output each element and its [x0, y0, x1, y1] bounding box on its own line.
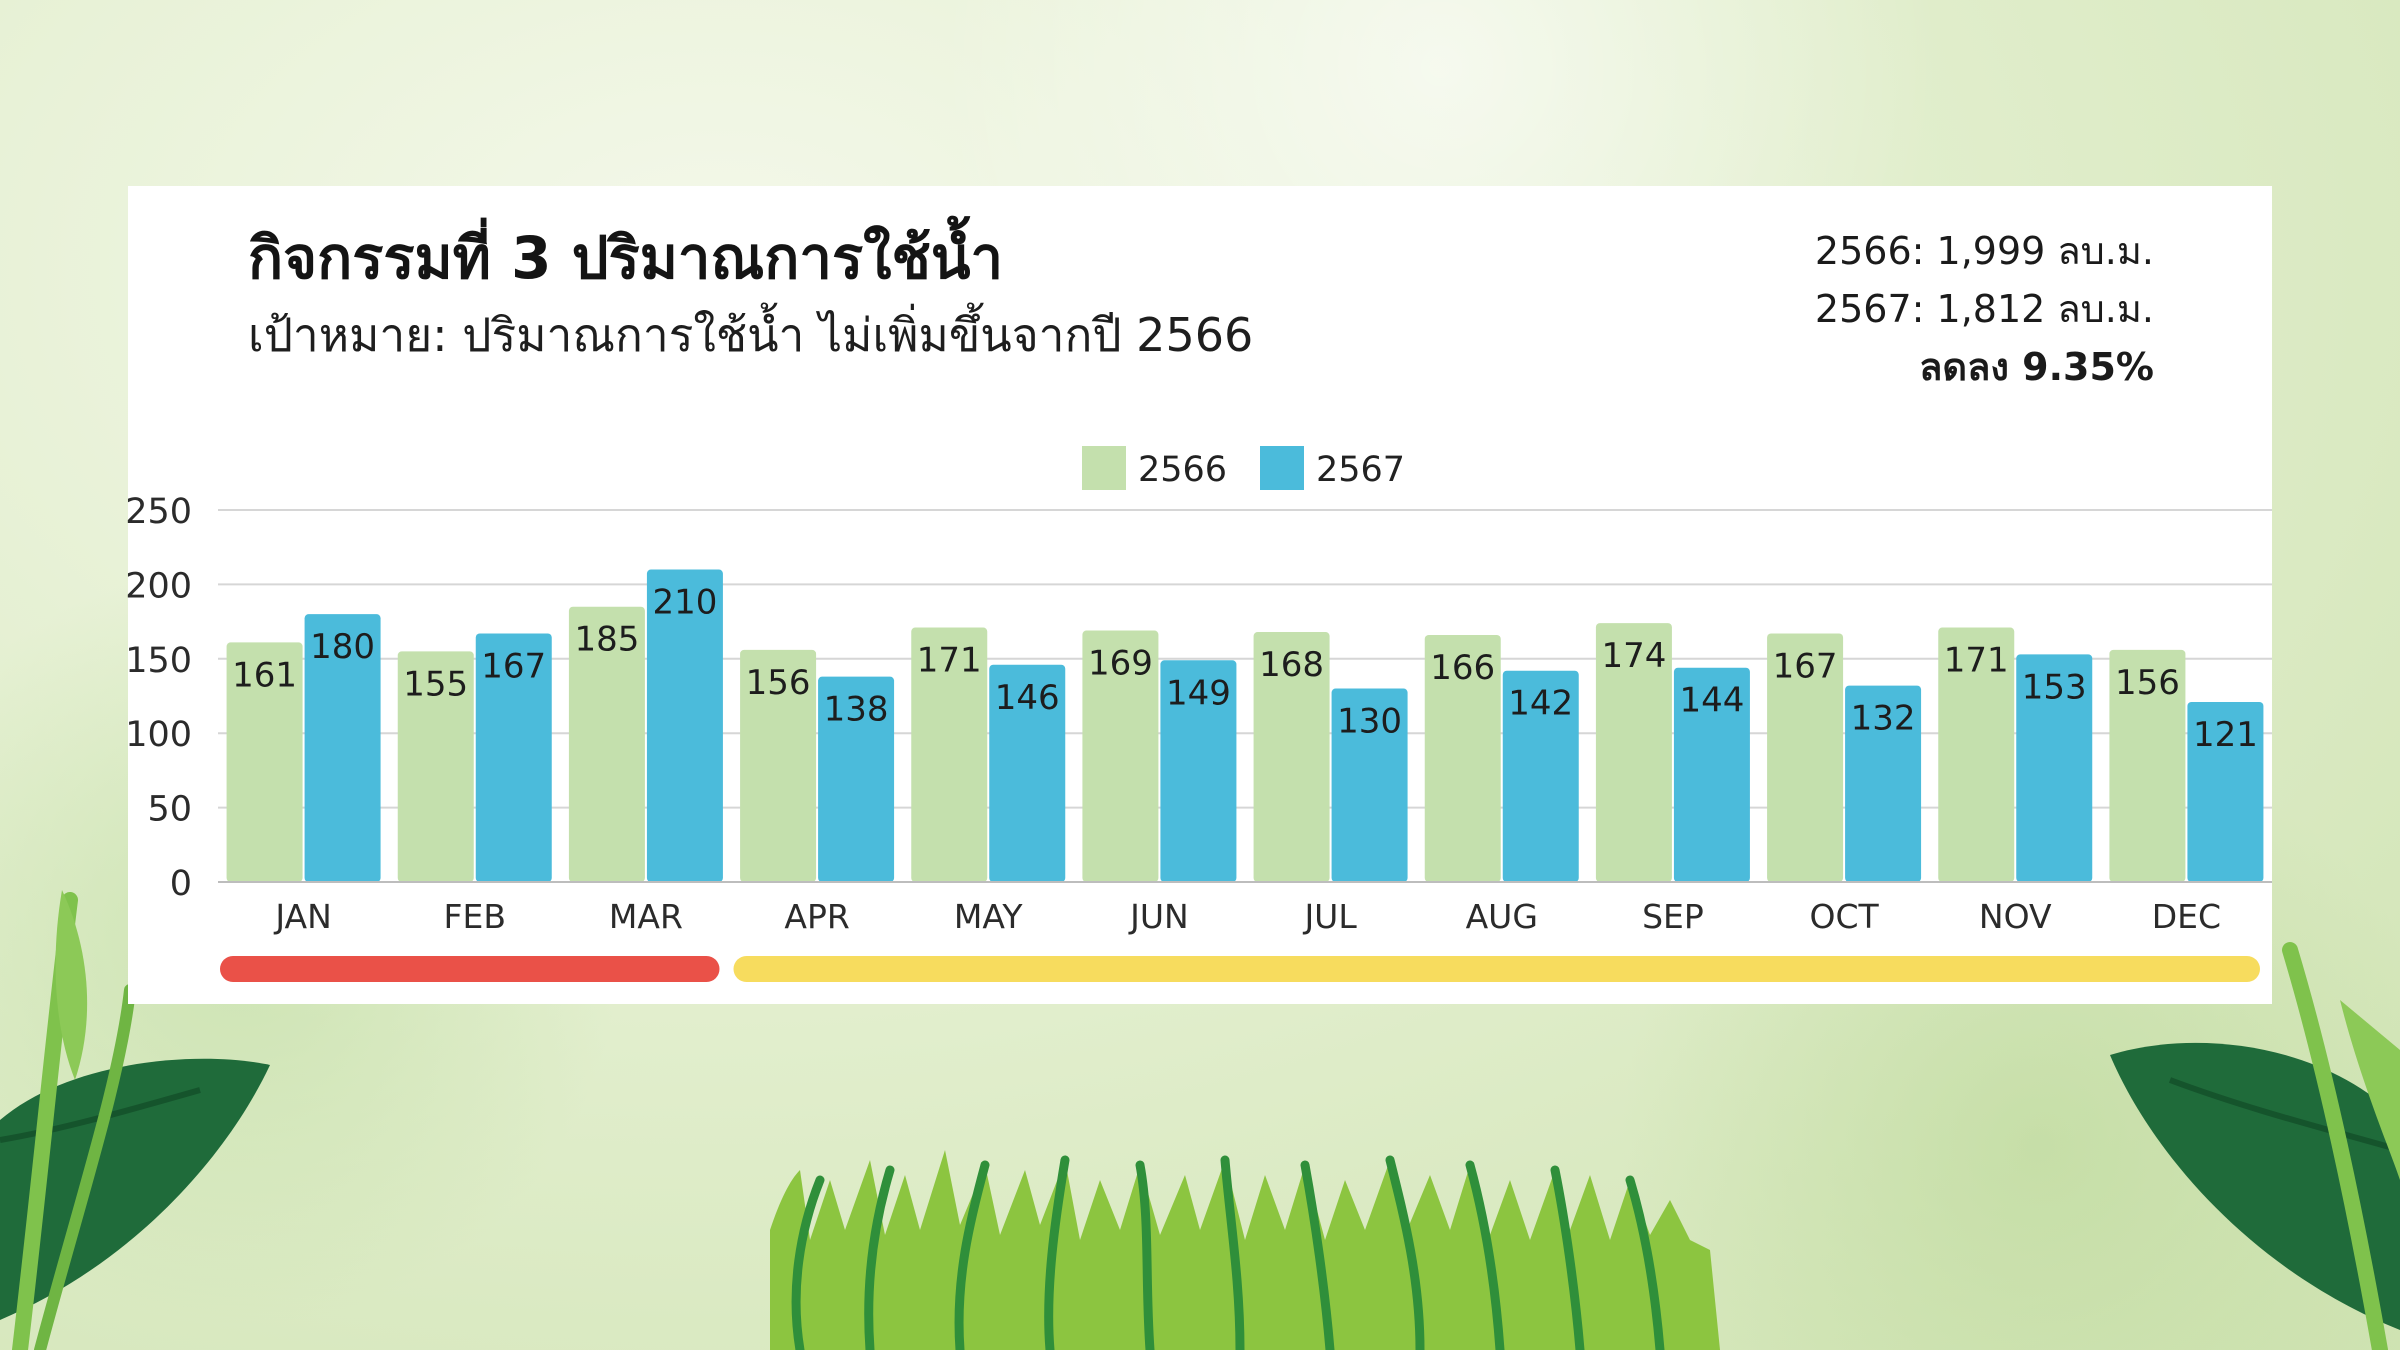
- data-label: 169: [1088, 644, 1153, 684]
- bar-aug-2567: [1502, 670, 1579, 882]
- legend-label-2566: 2566: [1138, 450, 1227, 490]
- x-tick-label: DEC: [2152, 897, 2221, 936]
- chart-title: กิจกรรมที่ 3 ปริมาณการใช้น้ำ: [248, 224, 1004, 292]
- data-label: 167: [1773, 647, 1838, 687]
- data-label: 156: [2115, 663, 2180, 703]
- period-band-yellow: [733, 956, 2260, 982]
- data-label: 166: [1430, 648, 1495, 688]
- data-label: 180: [310, 627, 375, 667]
- data-label: 138: [824, 690, 889, 730]
- bar-sep-2567: [1673, 667, 1750, 882]
- data-label: 146: [995, 678, 1060, 718]
- data-label: 171: [917, 641, 982, 681]
- bar-may-2566: [911, 627, 988, 882]
- x-tick-label: APR: [784, 897, 849, 936]
- data-label: 130: [1337, 702, 1402, 742]
- bar-apr-2566: [740, 649, 817, 882]
- data-label: 167: [481, 647, 546, 687]
- summary-box: 2566: 1,999 ลบ.ม. 2567: 1,812 ลบ.ม. ลดลง…: [1815, 222, 2154, 396]
- x-tick-label: FEB: [444, 897, 506, 936]
- bar-dec-2566: [2109, 649, 2186, 882]
- data-label: 168: [1259, 645, 1324, 685]
- summary-reduction: ลดลง 9.35%: [1919, 345, 2154, 389]
- data-label: 132: [1851, 699, 1916, 739]
- y-tick-label: 200: [125, 566, 192, 606]
- x-tick-label: OCT: [1809, 897, 1879, 936]
- bar-feb-2567: [475, 633, 552, 882]
- data-label: 149: [1166, 673, 1231, 713]
- x-tick-label: JAN: [273, 897, 331, 936]
- bar-oct-2566: [1767, 633, 1844, 882]
- data-label: 185: [574, 620, 639, 660]
- bar-dec-2567: [2187, 701, 2264, 882]
- bar-feb-2566: [397, 651, 474, 882]
- data-label: 142: [1508, 684, 1573, 724]
- summary-2567-total: 2567: 1,812 ลบ.ม.: [1814, 287, 2154, 331]
- y-tick-label: 250: [125, 492, 192, 532]
- x-tick-label: MAY: [954, 897, 1023, 936]
- x-tick-label: JUN: [1128, 897, 1189, 936]
- summary-2566-total: 2566: 1,999 ลบ.ม.: [1814, 229, 2154, 273]
- bar-may-2567: [989, 664, 1066, 882]
- x-tick-label: AUG: [1466, 897, 1538, 936]
- bar-jan-2567: [304, 614, 381, 882]
- data-label: 144: [1679, 681, 1744, 721]
- y-tick-label: 0: [170, 864, 192, 904]
- x-tick-label: MAR: [609, 897, 683, 936]
- y-tick-label: 50: [147, 790, 192, 830]
- y-tick-label: 150: [125, 641, 192, 681]
- data-label: 174: [1601, 636, 1666, 676]
- legend-swatch-2566: [1082, 446, 1126, 490]
- bar-nov-2566: [1938, 627, 2015, 882]
- bar-jun-2567: [1160, 660, 1237, 882]
- data-label: 153: [2022, 667, 2087, 707]
- period-band-red: [220, 956, 720, 982]
- bar-jun-2566: [1082, 630, 1159, 882]
- data-label: 121: [2193, 715, 2258, 755]
- bar-sep-2566: [1595, 623, 1672, 882]
- data-label: 156: [746, 663, 811, 703]
- bar-nov-2567: [2016, 654, 2093, 882]
- bar-jul-2567: [1331, 688, 1408, 882]
- x-tick-label: JUL: [1302, 897, 1357, 936]
- legend-label-2567: 2567: [1316, 450, 1405, 490]
- y-tick-label: 100: [125, 715, 192, 755]
- data-label: 210: [652, 583, 717, 623]
- x-tick-label: NOV: [1979, 897, 2052, 936]
- bar-jul-2566: [1253, 632, 1330, 882]
- bar-jan-2566: [226, 642, 303, 882]
- bar-aug-2566: [1424, 634, 1501, 882]
- bar-mar-2566: [568, 606, 645, 882]
- bar-apr-2567: [818, 676, 895, 882]
- bar-mar-2567: [646, 569, 723, 882]
- data-label: 161: [232, 655, 297, 695]
- x-tick-label: SEP: [1642, 897, 1704, 936]
- legend-swatch-2567: [1260, 446, 1304, 490]
- data-label: 155: [403, 664, 468, 704]
- data-label: 171: [1944, 641, 2009, 681]
- chart-subtitle: เป้าหมาย: ปริมาณการใช้น้ำ ไม่เพิ่มขึ้นจา…: [248, 308, 1254, 362]
- bar-oct-2567: [1845, 685, 1922, 882]
